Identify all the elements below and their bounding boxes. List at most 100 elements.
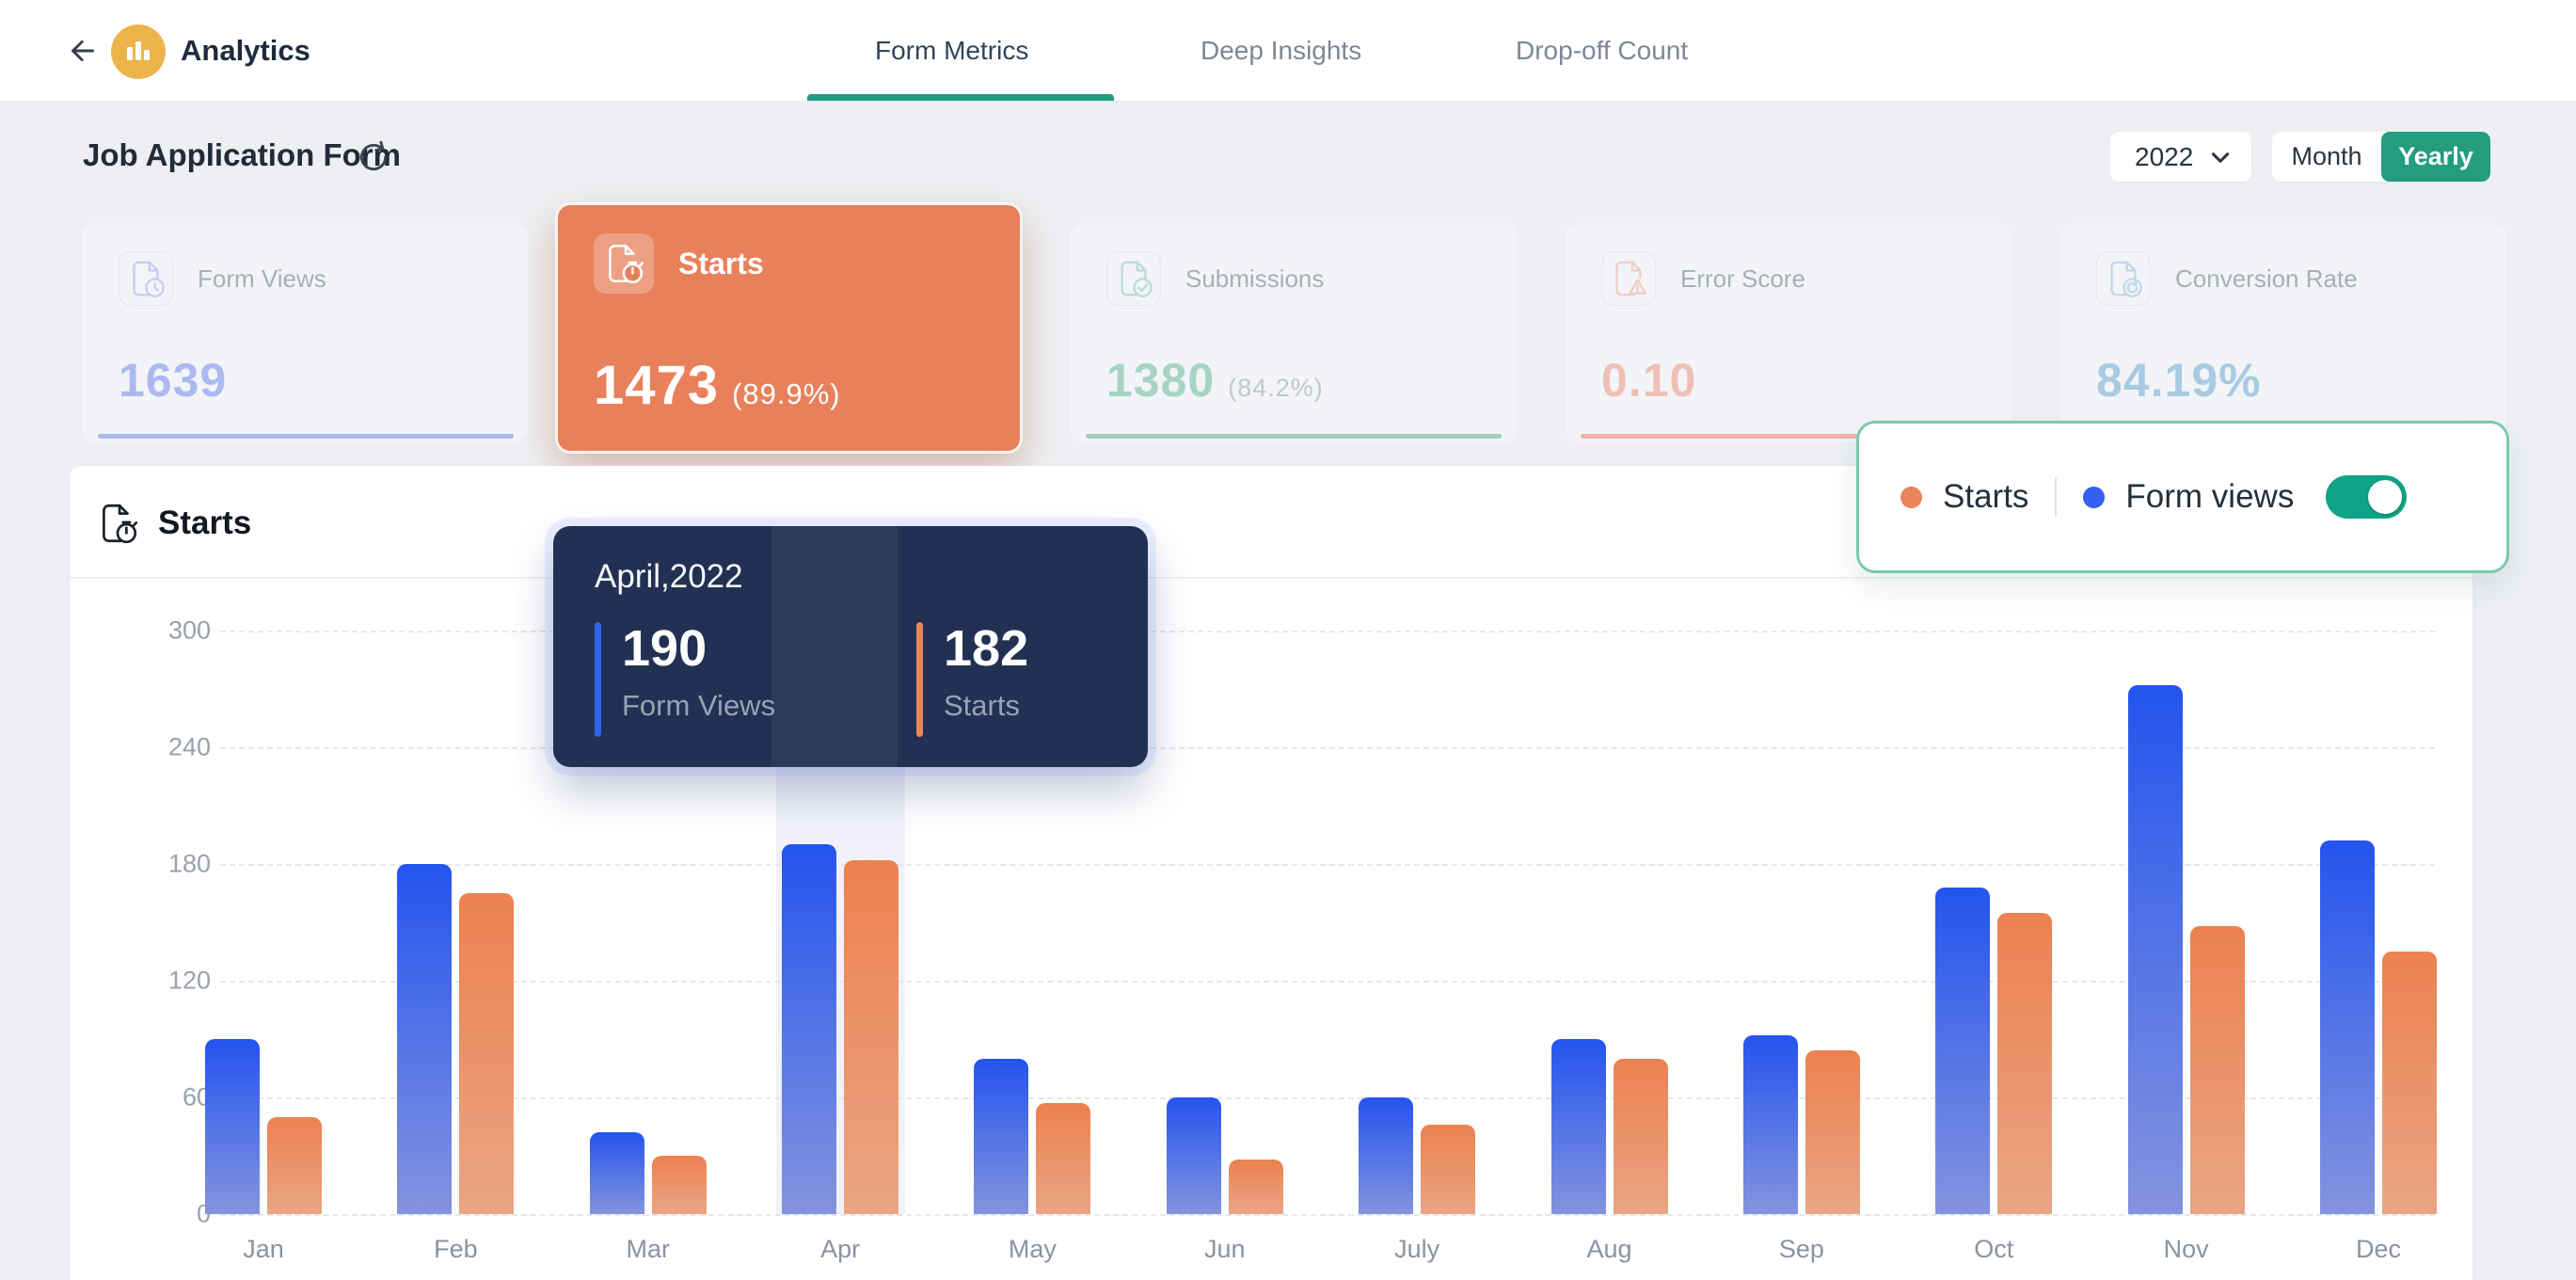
bar-form-views-mar[interactable]	[589, 1132, 644, 1214]
metric-card-starts-active[interactable]: Starts 1473 (89.9%)	[555, 202, 1023, 454]
bar-starts-may[interactable]	[1036, 1103, 1091, 1214]
bar-starts-july[interactable]	[1421, 1125, 1476, 1214]
x-axis-month-label: Aug	[1586, 1235, 1632, 1263]
orange-stat-bar	[916, 622, 923, 737]
x-axis-month-label: Mar	[626, 1235, 670, 1263]
x-axis-month-label: Sep	[1778, 1235, 1824, 1263]
refresh-button[interactable]	[356, 139, 393, 177]
metric-label: Form Views	[198, 264, 326, 293]
y-axis-tick-label: 0	[196, 1199, 211, 1228]
tooltip-value: 190	[622, 620, 708, 677]
x-axis-month-label: Oct	[1974, 1235, 2014, 1263]
bar-form-views-may[interactable]	[974, 1059, 1029, 1214]
bar-form-views-jun[interactable]	[1166, 1097, 1221, 1214]
starts-legend-dot	[1900, 486, 1922, 508]
bar-form-views-dec[interactable]	[2319, 840, 2375, 1214]
chart-legend-card: Starts Form views	[1856, 421, 2509, 573]
bar-form-views-oct[interactable]	[1935, 888, 1991, 1214]
tab-form-metrics[interactable]: Form Metrics	[875, 36, 1029, 65]
metric-card-error-score[interactable]: Error Score 0.10	[1566, 223, 2012, 442]
back-button[interactable]	[60, 28, 105, 73]
gridline	[220, 1097, 2435, 1099]
metric-label: Conversion Rate	[2175, 264, 2358, 293]
metric-label: Starts	[678, 246, 764, 280]
period-month-button[interactable]: Month	[2291, 142, 2362, 170]
toggle-knob	[2368, 480, 2403, 514]
bar-starts-jun[interactable]	[1228, 1160, 1283, 1214]
bar-form-views-apr[interactable]	[782, 844, 837, 1214]
metric-card-conversion-rate[interactable]: Conversion Rate 84.19%	[2060, 223, 2506, 442]
metric-extra: (89.9%)	[732, 377, 841, 410]
bar-chart-plot: 0 60 120 180 240 300 Jan Feb Mar Apr May Jun July Aug…	[70, 466, 2473, 1280]
y-axis-tick-label: 60	[182, 1082, 211, 1112]
bar-starts-mar[interactable]	[651, 1156, 707, 1214]
tooltip-title: April,2022	[595, 558, 743, 595]
conversion-rate-document-refresh-icon	[2096, 251, 2151, 306]
form-views-legend-dot	[2083, 486, 2106, 508]
bar-starts-jan[interactable]	[267, 1117, 322, 1214]
y-axis-tick-label: 300	[167, 616, 211, 645]
form-name-title: Job Application Form	[83, 137, 401, 172]
metric-value: 1639	[119, 354, 228, 407]
x-axis-month-label: Apr	[820, 1235, 861, 1263]
blue-stat-bar	[595, 622, 601, 737]
series-toggle-switch[interactable]	[2326, 475, 2408, 519]
metric-accent-bar	[1086, 434, 1502, 439]
bar-starts-aug[interactable]	[1613, 1059, 1668, 1214]
bar-form-views-nov[interactable]	[2127, 685, 2183, 1214]
tooltip-starts-stat: 182 Starts	[916, 622, 1028, 737]
bar-starts-sep[interactable]	[1805, 1050, 1860, 1214]
refresh-icon	[359, 140, 388, 171]
bar-starts-apr[interactable]	[844, 860, 899, 1214]
tab-drop-off-count[interactable]: Drop-off Count	[1516, 36, 1689, 65]
x-axis-month-label: Dec	[2355, 1235, 2401, 1263]
legend-label-starts[interactable]: Starts	[1943, 478, 2029, 515]
legend-label-form-views[interactable]: Form views	[2125, 478, 2295, 515]
tooltip-value: 182	[944, 620, 1029, 677]
tab-deep-insights[interactable]: Deep Insights	[1201, 36, 1362, 65]
tooltip-label: Starts	[944, 688, 1020, 722]
x-axis-month-label: Jun	[1204, 1235, 1246, 1263]
tooltip-highlight-band	[771, 526, 898, 767]
chart-title: Starts	[158, 504, 252, 541]
metric-label: Submissions	[1185, 264, 1325, 293]
active-tab-underline	[807, 94, 1114, 101]
y-axis-tick-label: 240	[167, 732, 211, 761]
bar-form-views-feb[interactable]	[397, 864, 453, 1214]
top-bar: Analytics Form Metrics Deep Insights Dro…	[0, 0, 2576, 102]
metric-card-form-views[interactable]: Form Views 1639	[83, 223, 529, 442]
x-axis-month-label: Feb	[434, 1235, 478, 1263]
gridline	[220, 864, 2435, 866]
period-yearly-button[interactable]: Yearly	[2381, 132, 2490, 182]
bar-form-views-july[interactable]	[1359, 1097, 1414, 1214]
metric-extra: (84.2%)	[1228, 374, 1324, 402]
form-views-document-clock-icon	[119, 251, 173, 306]
tooltip-form-views-stat: 190 Form Views	[595, 622, 775, 737]
starts-chart-card: Starts 0 60 120 180 240 300 Jan Feb Mar Apr May Jun…	[70, 466, 2473, 1280]
bar-starts-nov[interactable]	[2189, 926, 2245, 1214]
year-dropdown-value: 2022	[2135, 141, 2194, 171]
metric-card-submissions[interactable]: Submissions 1380 (84.2%)	[1071, 223, 1517, 442]
chevron-down-icon	[2211, 152, 2230, 163]
metric-label: Error Score	[1680, 264, 1805, 293]
bar-form-views-sep[interactable]	[1742, 1035, 1798, 1214]
error-score-document-warning-icon	[1601, 251, 1656, 306]
bar-form-views-jan[interactable]	[205, 1039, 260, 1214]
x-axis-month-label: May	[1008, 1235, 1057, 1263]
x-axis-month-label: Nov	[2163, 1235, 2209, 1263]
bar-form-views-aug[interactable]	[1550, 1039, 1606, 1214]
starts-document-stopwatch-icon	[103, 504, 138, 544]
gridline	[220, 631, 2435, 632]
submissions-document-check-icon	[1106, 251, 1161, 306]
divider	[2055, 477, 2058, 517]
bar-starts-dec[interactable]	[2381, 952, 2437, 1214]
metric-value: 1473 (89.9%)	[594, 355, 841, 416]
bar-starts-feb[interactable]	[459, 893, 515, 1214]
x-axis-month-label: July	[1394, 1235, 1440, 1263]
gridline	[220, 747, 2435, 749]
bar-starts-oct[interactable]	[1997, 913, 2053, 1214]
tooltip-label: Form Views	[622, 688, 776, 722]
metric-value: 1380 (84.2%)	[1106, 354, 1324, 407]
divider	[70, 577, 2473, 579]
year-dropdown[interactable]: 2022	[2110, 132, 2251, 182]
